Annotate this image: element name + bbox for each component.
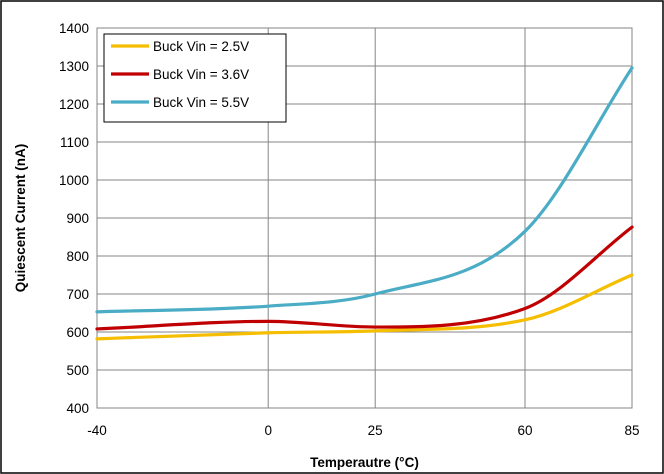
x-tick-label: 25 — [368, 423, 383, 438]
y-tick-label: 400 — [66, 401, 89, 416]
y-tick-label: 1100 — [60, 135, 89, 150]
y-tick-label: 1400 — [59, 21, 89, 36]
legend-box — [103, 33, 287, 123]
y-tick-label: 1200 — [59, 97, 89, 112]
legend-label: Buck Vin = 2.5V — [153, 39, 249, 54]
y-tick-label: 1000 — [59, 173, 89, 188]
y-tick-label: 500 — [66, 363, 89, 378]
x-tick-label: -40 — [87, 423, 107, 438]
legend-label: Buck Vin = 5.5V — [153, 95, 249, 110]
x-tick-label: 0 — [264, 423, 272, 438]
series-line-3 — [95, 66, 634, 314]
y-tick-label: 700 — [66, 287, 89, 302]
x-axis-title: Temperautre (°C) — [310, 455, 419, 470]
series-line-2 — [95, 225, 634, 331]
y-tick-label: 900 — [66, 211, 89, 226]
x-tick-label: 85 — [624, 423, 639, 438]
x-tick-label: 60 — [517, 423, 532, 438]
legend-label: Buck Vin = 3.6V — [153, 67, 249, 82]
y-axis-title: Quiescent Current (nA) — [13, 144, 28, 293]
y-tick-label: 600 — [66, 325, 89, 340]
y-tick-label: 1300 — [59, 59, 89, 74]
tick-labels: 40050060070080090010001100120013001400-4… — [59, 21, 640, 438]
y-tick-label: 800 — [66, 249, 89, 264]
series-lines — [95, 66, 634, 341]
plot-area-border — [96, 27, 633, 409]
legend: Buck Vin = 2.5V Buck Vin = 3.6V Buck Vin =… — [103, 33, 287, 123]
series-line-1 — [95, 273, 634, 341]
